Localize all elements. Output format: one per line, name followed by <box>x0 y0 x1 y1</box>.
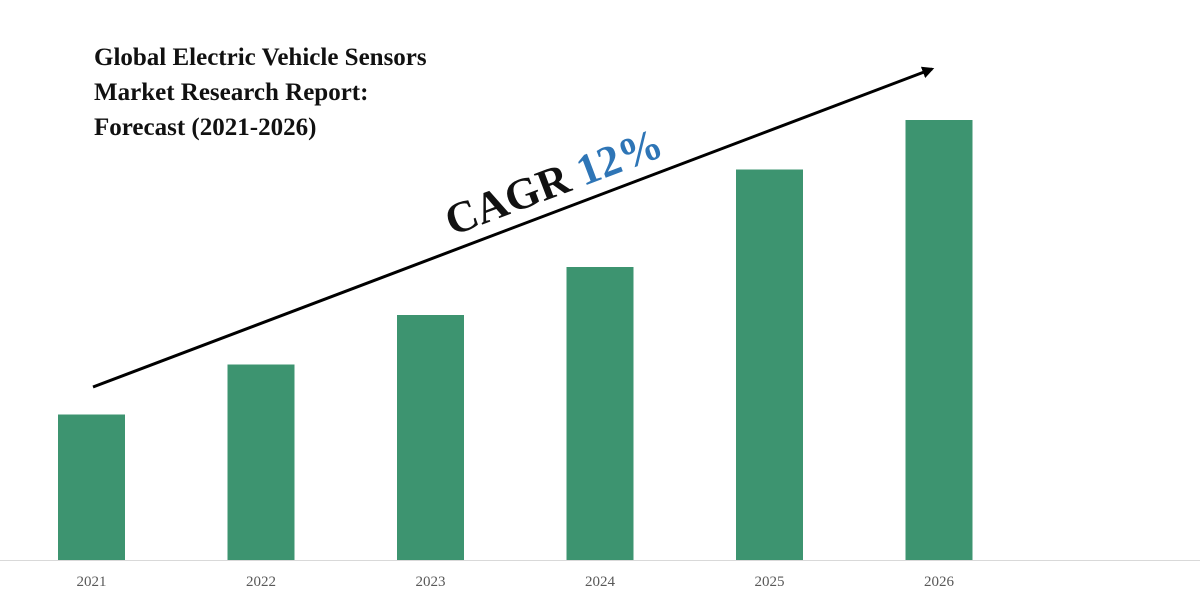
bar-2021 <box>58 414 125 560</box>
cagr-value: 12% <box>570 119 670 196</box>
cagr-label: CAGR <box>438 150 587 246</box>
x-tick-label-2026: 2026 <box>924 574 955 590</box>
bar-2022 <box>227 364 295 560</box>
cagr-trend-arrow <box>92 66 935 389</box>
x-tick-label-2022: 2022 <box>246 574 276 590</box>
chart-title-line-1: Global Electric Vehicle Sensors <box>94 44 427 71</box>
chart-title-line-2: Market Research Report: <box>94 79 369 106</box>
bar-2024 <box>566 267 634 560</box>
bar-2023 <box>397 315 464 560</box>
x-tick-label-2024: 2024 <box>585 574 616 590</box>
bar-2026 <box>905 119 973 560</box>
bar-2025 <box>736 169 803 560</box>
chart-title-line-3: Forecast (2021-2026) <box>94 114 317 141</box>
x-tick-label-2023: 2023 <box>416 574 446 590</box>
x-tick-label-2021: 2021 <box>77 574 107 590</box>
chart-title: Global Electric Vehicle Sensors Market R… <box>94 40 427 145</box>
x-tick-label-2025: 2025 <box>755 574 785 590</box>
